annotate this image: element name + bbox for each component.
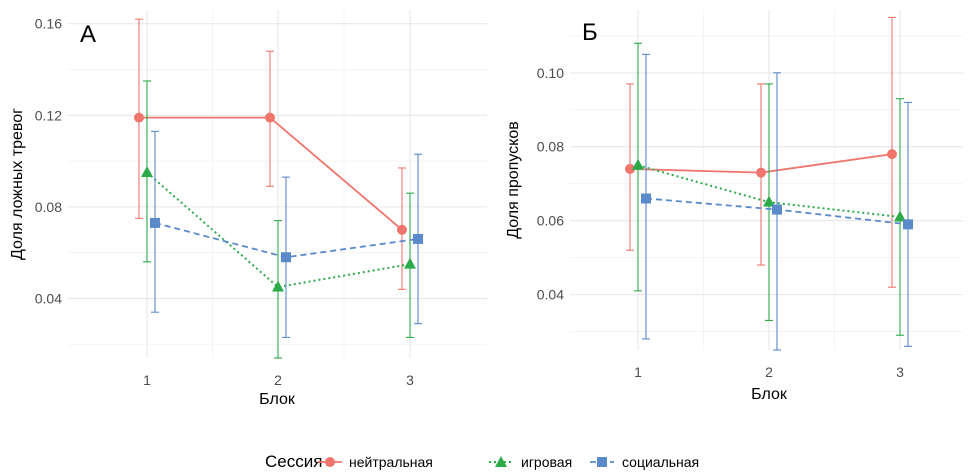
- legend-key-square-marker: [597, 457, 607, 467]
- series-neutral: [134, 18, 407, 290]
- data-point: [281, 252, 291, 263]
- data-point: [404, 257, 416, 269]
- data-point: [413, 233, 423, 244]
- series-social: [150, 130, 423, 338]
- x-tick-label: 3: [406, 372, 414, 388]
- data-point: [763, 195, 775, 207]
- y-tick-label: 0.04: [537, 287, 564, 303]
- x-tick-label: 2: [765, 364, 773, 380]
- y-tick-label: 0.12: [35, 107, 62, 123]
- legend-label-social: социальная: [622, 454, 699, 470]
- y-tick-label: 0.08: [537, 139, 564, 155]
- data-point: [772, 204, 782, 215]
- legend-title: Сессия: [265, 452, 322, 471]
- y-tick-label: 0.04: [35, 290, 62, 306]
- data-point: [272, 280, 284, 292]
- x-axis-title: Блок: [751, 386, 788, 403]
- legend-label-neutral: нейтральная: [349, 454, 433, 470]
- legend-label-game: игровая: [521, 454, 572, 470]
- x-tick-label: 3: [896, 364, 904, 380]
- panel-a: 0.04 0.08 0.12 0.16 1 2 3 Блок Доля ложных трево…: [9, 10, 487, 408]
- x-tick-label: 1: [634, 364, 642, 380]
- data-point: [756, 167, 766, 178]
- data-point: [632, 158, 644, 170]
- data-point: [134, 112, 144, 123]
- panel-b: 0.04 0.06 0.08 0.10 1 2 3 Блок Доля пропусков Б: [505, 10, 963, 403]
- panel-tag: А: [80, 21, 96, 48]
- x-tick-label: 1: [143, 372, 151, 388]
- data-point: [150, 217, 160, 228]
- data-point: [397, 224, 407, 235]
- legend-key-triangle-marker: [495, 456, 507, 467]
- series-game: [632, 42, 906, 336]
- legend-item-neutral: нейтральная: [318, 454, 433, 470]
- series-social: [641, 53, 913, 351]
- data-point: [625, 163, 635, 174]
- legend-item-social: социальная: [590, 454, 699, 470]
- legend-key-circle-marker: [325, 457, 335, 467]
- y-tick-label: 0.06: [537, 213, 564, 229]
- data-point: [887, 149, 897, 160]
- y-axis-title: Доля ложных тревог: [9, 108, 26, 260]
- data-point: [894, 210, 906, 222]
- series-neutral: [625, 16, 897, 288]
- data-point: [641, 193, 651, 204]
- y-tick-label: 0.10: [537, 65, 564, 81]
- data-point: [903, 219, 913, 230]
- x-tick-label: 2: [274, 372, 282, 388]
- panel-tag: Б: [582, 19, 598, 46]
- x-axis-title: Блок: [259, 391, 296, 408]
- y-tick-label: 0.08: [35, 199, 62, 215]
- series-game: [141, 80, 416, 359]
- data-point: [141, 166, 153, 178]
- y-axis-title: Доля пропусков: [505, 121, 522, 239]
- legend-item-game: игровая: [489, 454, 572, 470]
- data-point: [265, 112, 275, 123]
- legend: Сессия нейтральная игровая социальная: [265, 452, 699, 471]
- y-tick-label: 0.16: [35, 16, 62, 32]
